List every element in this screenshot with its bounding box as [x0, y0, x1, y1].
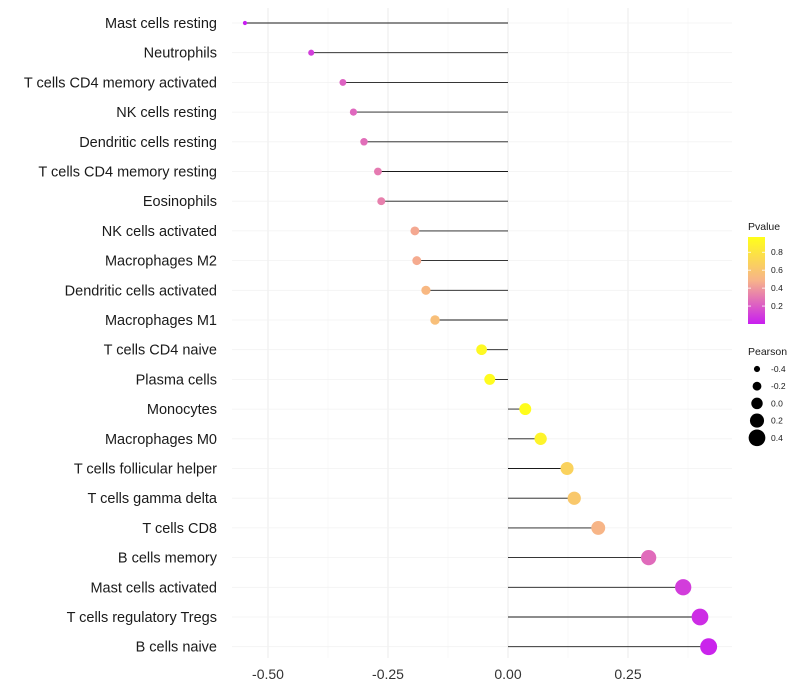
size-key-circle — [752, 381, 762, 391]
point — [308, 49, 315, 56]
colorbar-tick-label: 0.4 — [771, 283, 783, 293]
point — [591, 520, 606, 535]
category-label: Dendritic cells activated — [65, 283, 217, 299]
pvalue-colorbar — [748, 237, 765, 324]
pvalue-legend: Pvalue 0.8 0.6 0.4 0.2 — [748, 221, 783, 324]
point — [410, 226, 420, 236]
size-key-circle — [751, 397, 763, 410]
point — [691, 608, 709, 626]
pearson-legend-title: Pearson — [748, 346, 787, 358]
category-label: T cells CD4 naive — [104, 343, 217, 359]
x-tick-label: 0.00 — [494, 666, 521, 682]
point — [484, 373, 496, 385]
category-label: Macrophages M2 — [105, 254, 217, 270]
x-axis-tick-labels: -0.50 -0.25 0.00 0.25 — [252, 666, 642, 682]
category-label: Eosinophils — [143, 194, 217, 210]
category-label: T cells regulatory Tregs — [67, 610, 217, 626]
point — [560, 461, 574, 476]
pvalue-legend-title: Pvalue — [748, 221, 780, 233]
category-label: Macrophages M0 — [105, 432, 217, 448]
size-key-label: 0.2 — [771, 416, 783, 426]
colorbar-tick-label: 0.8 — [771, 247, 783, 257]
point — [675, 579, 692, 596]
size-key-circle — [748, 429, 766, 447]
size-key-circle — [749, 413, 765, 428]
category-label: B cells memory — [118, 551, 218, 567]
point — [412, 256, 422, 266]
category-label: Neutrophils — [144, 46, 217, 62]
x-tick-label: -0.25 — [372, 666, 404, 682]
point — [377, 197, 386, 206]
point — [349, 108, 358, 116]
size-key-circle — [753, 365, 761, 373]
point — [360, 138, 368, 146]
point — [700, 638, 718, 656]
size-key-label: 0.0 — [771, 398, 783, 408]
grid-lines — [232, 8, 732, 658]
size-key-label: -0.4 — [771, 364, 786, 374]
category-label: T cells CD4 memory activated — [24, 75, 217, 91]
category-label: Monocytes — [147, 402, 217, 418]
point — [567, 491, 581, 505]
point — [373, 167, 382, 176]
category-label: T cells follicular helper — [74, 462, 217, 478]
point — [476, 344, 487, 356]
category-label: T cells CD8 — [142, 521, 217, 537]
point — [430, 315, 440, 325]
colorbar-tick-label: 0.2 — [771, 301, 783, 311]
point — [640, 549, 657, 566]
point — [534, 432, 547, 445]
lollipop-points — [242, 20, 718, 656]
point — [421, 285, 431, 295]
category-label: T cells gamma delta — [88, 491, 218, 507]
size-key-label: -0.2 — [771, 381, 786, 391]
pearson-legend: Pearson -0.4 -0.2 0.0 0.2 0.4 — [748, 346, 787, 447]
point — [339, 78, 347, 86]
colorbar-tick-label: 0.6 — [771, 265, 783, 275]
category-label: NK cells activated — [102, 224, 217, 240]
size-key-label: 0.4 — [771, 433, 783, 443]
category-label: Macrophages M1 — [105, 313, 217, 329]
point — [519, 403, 532, 416]
x-tick-label: 0.25 — [614, 666, 641, 682]
category-label: Dendritic cells resting — [79, 135, 217, 151]
category-labels: Mast cells resting Neutrophils T cells CD4… — [24, 16, 218, 656]
category-label: Plasma cells — [136, 372, 217, 388]
category-label: Mast cells resting — [105, 16, 217, 32]
category-label: B cells naive — [136, 640, 217, 656]
lollipop-segments — [244, 22, 709, 648]
category-label: T cells CD4 memory resting — [38, 165, 217, 181]
point — [242, 20, 248, 26]
x-tick-label: -0.50 — [252, 666, 284, 682]
category-label: NK cells resting — [116, 105, 217, 121]
category-label: Mast cells activated — [90, 580, 217, 596]
